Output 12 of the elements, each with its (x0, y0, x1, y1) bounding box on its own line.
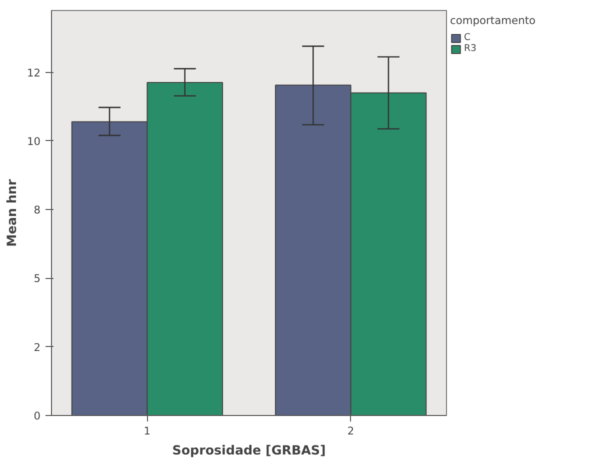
x-tick-label: 1 (144, 424, 151, 438)
legend-title: comportamento (450, 14, 536, 27)
y-tick-label: 2 (34, 340, 40, 354)
y-tick-label: 0 (34, 410, 41, 422)
x-axis-title: Soprosidade [GRBAS] (172, 442, 326, 458)
y-tick-label: 5 (34, 272, 40, 286)
y-tick-label: 10 (26, 134, 41, 148)
y-tick-label: 8 (34, 204, 41, 217)
y-tick-label: 12 (26, 66, 41, 80)
legend-label: C (464, 32, 472, 43)
y-axis-title: Mean hnr (4, 178, 19, 247)
legend-label: R3 (464, 43, 478, 54)
